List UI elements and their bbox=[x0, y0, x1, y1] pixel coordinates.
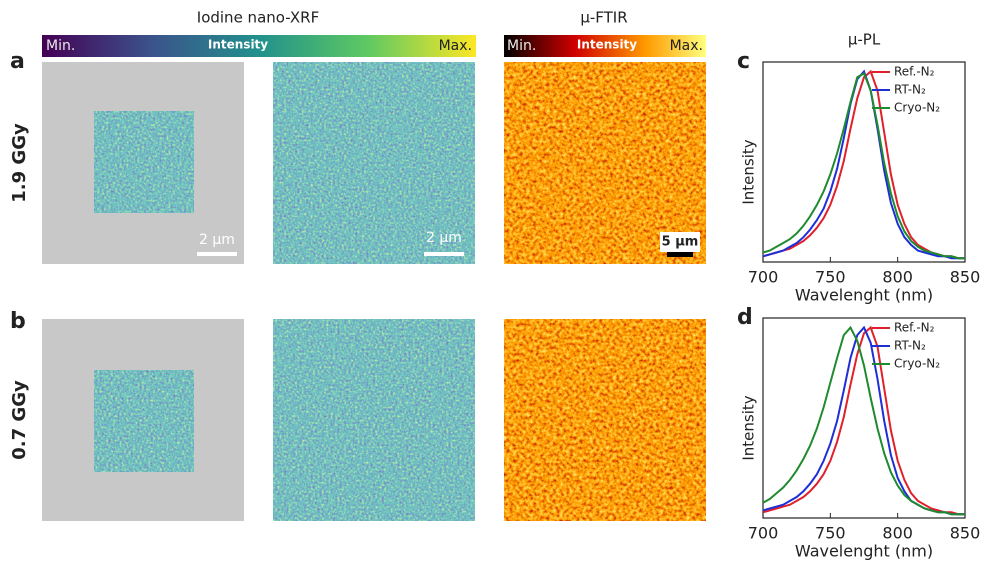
x-tick-label: 700 bbox=[748, 268, 779, 287]
colorbar-label: Intensity bbox=[208, 38, 268, 52]
plot-frame bbox=[762, 61, 966, 263]
plot-frame bbox=[762, 317, 966, 519]
scale-bar bbox=[667, 252, 693, 257]
x-tick-label: 700 bbox=[748, 524, 779, 543]
scale-bar-label: 2 μm bbox=[426, 230, 462, 246]
ftir-map bbox=[504, 319, 706, 521]
scale-bar bbox=[197, 252, 237, 256]
legend-label: Ref.-N₂ bbox=[894, 321, 935, 335]
xrf-map bbox=[94, 370, 194, 472]
panel-letter: c bbox=[737, 49, 750, 74]
ftir-map bbox=[504, 62, 706, 264]
colorbar-max: Max. bbox=[670, 38, 703, 54]
colorbar-label: Intensity bbox=[577, 38, 637, 52]
colorbar-min: Min. bbox=[46, 38, 75, 54]
panel-letter: a bbox=[10, 49, 25, 74]
pl-curve bbox=[762, 69, 965, 260]
panel-letter: b bbox=[10, 309, 26, 334]
y-axis-label: Intensity bbox=[740, 395, 758, 460]
legend-label: Cryo-N₂ bbox=[894, 357, 940, 371]
ftir-title: μ-FTIR bbox=[580, 9, 627, 27]
pl-curve bbox=[762, 325, 965, 516]
x-tick-label: 800 bbox=[882, 268, 913, 287]
pl-curve bbox=[762, 71, 965, 260]
colorbar-min: Min. bbox=[507, 38, 536, 54]
scale-bar-label: 5 μm bbox=[662, 235, 699, 250]
scale-bar-label: 2 μm bbox=[199, 232, 235, 248]
pl-curve bbox=[762, 69, 965, 260]
colorbar-max: Max. bbox=[439, 38, 472, 54]
xrf-map bbox=[94, 111, 194, 213]
legend-label: RT-N₂ bbox=[894, 339, 926, 353]
xrf-title: Iodine nano-XRF bbox=[197, 9, 319, 27]
ftir-colorbar bbox=[504, 35, 706, 57]
y-axis-label: Intensity bbox=[740, 139, 758, 204]
pl-curve bbox=[762, 325, 965, 516]
chart-title: μ-PL bbox=[848, 31, 881, 49]
pl-curve bbox=[762, 325, 965, 516]
x-axis-label: Wavelenght (nm) bbox=[795, 286, 933, 305]
dose-label: 0.7 GGy bbox=[9, 380, 30, 460]
scale-bar-box bbox=[660, 232, 700, 252]
x-tick-label: 750 bbox=[815, 524, 846, 543]
x-tick-label: 750 bbox=[815, 268, 846, 287]
xrf-map bbox=[273, 62, 475, 264]
scale-bar bbox=[424, 252, 464, 256]
xrf-map bbox=[273, 319, 475, 521]
legend-label: Ref.-N₂ bbox=[894, 65, 935, 79]
x-tick-label: 850 bbox=[950, 268, 981, 287]
x-axis-label: Wavelenght (nm) bbox=[795, 542, 933, 561]
legend-label: Cryo-N₂ bbox=[894, 101, 940, 115]
panel-letter: d bbox=[737, 305, 753, 330]
dose-label: 1.9 GGy bbox=[9, 123, 30, 203]
xrf-colorbar bbox=[42, 35, 476, 57]
x-tick-label: 800 bbox=[882, 524, 913, 543]
legend-label: RT-N₂ bbox=[894, 83, 926, 97]
x-tick-label: 850 bbox=[950, 524, 981, 543]
